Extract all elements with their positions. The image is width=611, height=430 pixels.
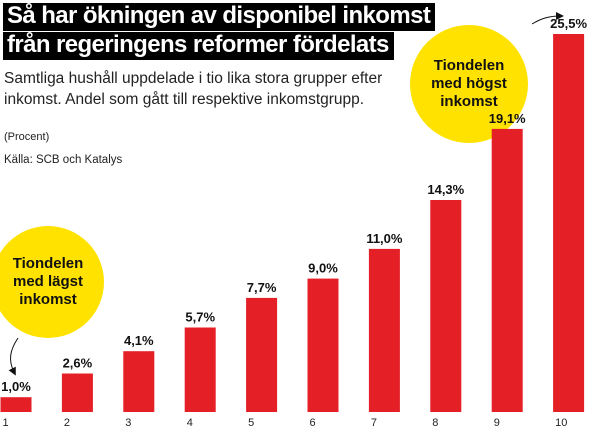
annotation-bubble-high: Tiondelen med högst inkomst [410, 25, 528, 143]
annotation-high-text: Tiondelen med högst inkomst [431, 57, 507, 110]
x-tick-label-4: 4 [187, 417, 193, 429]
x-tick-label-5: 5 [248, 417, 254, 429]
unit-label: (Procent) [4, 131, 50, 143]
title-line-1: Så har ökningen av disponibel inkomst [3, 3, 436, 31]
title-line-2: från regeringens reformer fördelats [3, 32, 394, 60]
bar-5 [246, 297, 278, 412]
x-tick-label-8: 8 [432, 417, 438, 429]
annotation-bubble-low: Tiondelen med lägst inkomst [0, 226, 104, 338]
x-tick-label-7: 7 [371, 417, 377, 429]
bar-8 [430, 200, 462, 412]
annotation-arrow-high [531, 12, 564, 25]
bar-6 [307, 278, 339, 412]
x-tick-label-2: 2 [64, 417, 70, 429]
bar-7 [368, 248, 400, 412]
bars-group: 1,0% 1 2,6% 2 4,1% 3 5,7% 4 7,7% 5 9,0% 6 11,0% 7 14,3… [0, 16, 587, 429]
value-label-4: 5,7% [185, 310, 215, 325]
value-label-9: 19,1% [489, 111, 526, 126]
bar-1 [0, 397, 32, 412]
value-label-7: 11,0% [366, 231, 403, 246]
value-label-2: 2,6% [63, 356, 93, 371]
bar-3 [123, 351, 155, 412]
bar-10 [553, 34, 585, 412]
value-label-6: 9,0% [308, 261, 338, 276]
x-tick-label-3: 3 [125, 417, 131, 429]
bar-4 [184, 327, 216, 412]
annotation-low-text: Tiondelen med lägst inkomst [12, 255, 84, 308]
x-tick-label-6: 6 [310, 417, 316, 429]
value-label-5: 7,7% [247, 280, 277, 295]
x-tick-label-1: 1 [3, 417, 9, 429]
subtitle: Samtliga hushåll uppdelade i tio lika st… [4, 70, 383, 108]
value-label-8: 14,3% [427, 182, 464, 197]
x-tick-label-10: 10 [555, 417, 567, 429]
value-label-10: 25,5% [550, 16, 587, 31]
value-label-3: 4,1% [124, 333, 154, 348]
bar-9 [491, 128, 523, 412]
bar-2 [61, 373, 93, 412]
value-label-1: 1,0% [1, 379, 31, 394]
annotation-arrow-low [8, 337, 19, 376]
source-label: Källa: SCB och Katalys [4, 154, 123, 166]
x-tick-label-9: 9 [494, 417, 500, 429]
